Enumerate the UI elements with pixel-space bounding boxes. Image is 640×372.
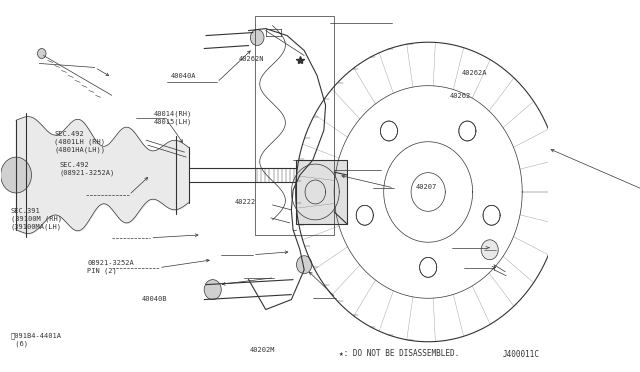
Circle shape xyxy=(204,280,221,299)
Text: 40262A: 40262A xyxy=(461,70,487,76)
Text: SEC.492
(08921-3252A): SEC.492 (08921-3252A) xyxy=(60,162,115,176)
Text: SEC.391
(39100M (RH)
(39100MA(LH): SEC.391 (39100M (RH) (39100MA(LH) xyxy=(10,208,61,230)
Circle shape xyxy=(38,48,46,58)
Text: 40262: 40262 xyxy=(449,93,470,99)
Text: 08921-3252A
PIN (2): 08921-3252A PIN (2) xyxy=(87,260,134,274)
Text: 40207: 40207 xyxy=(415,184,436,190)
Text: Ⓒ091B4-4401A
 (6): Ⓒ091B4-4401A (6) xyxy=(10,333,61,347)
Polygon shape xyxy=(356,205,373,225)
Polygon shape xyxy=(380,121,397,141)
Text: ★: DO NOT BE DISASSEMBLED.: ★: DO NOT BE DISASSEMBLED. xyxy=(339,349,459,358)
Text: SEC.492
(4801LH (RH)
(4801HA(LH)): SEC.492 (4801LH (RH) (4801HA(LH)) xyxy=(54,131,106,153)
Circle shape xyxy=(1,157,31,193)
Polygon shape xyxy=(483,205,500,225)
Text: 40040A: 40040A xyxy=(170,73,196,79)
FancyBboxPatch shape xyxy=(296,160,347,224)
Circle shape xyxy=(481,240,499,260)
Text: J400011C: J400011C xyxy=(502,350,540,359)
Bar xyxy=(255,16,334,235)
Circle shape xyxy=(250,30,264,45)
Text: 40262N: 40262N xyxy=(239,55,264,61)
Polygon shape xyxy=(459,121,476,141)
Polygon shape xyxy=(420,257,436,277)
Circle shape xyxy=(296,256,312,274)
Text: 40222: 40222 xyxy=(235,199,256,205)
Text: 40202M: 40202M xyxy=(250,347,275,353)
Text: 40014(RH)
40015(LH): 40014(RH) 40015(LH) xyxy=(154,110,192,125)
Text: 40040B: 40040B xyxy=(142,296,168,302)
